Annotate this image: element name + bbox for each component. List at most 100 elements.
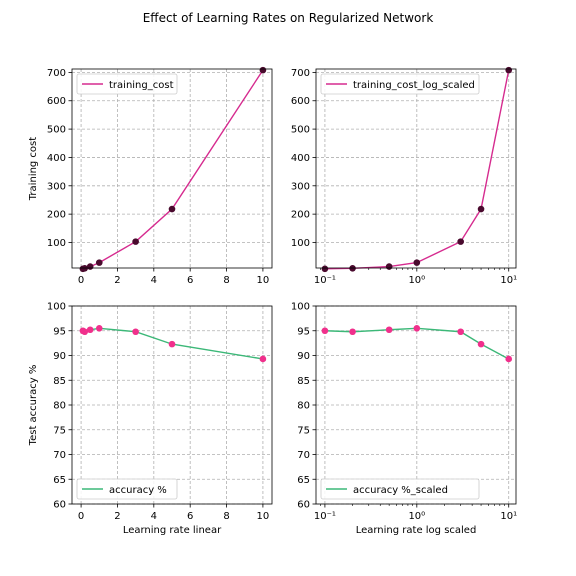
legend-box: [320, 478, 480, 500]
legend: accuracy %_scaled: [320, 478, 480, 500]
data-point: [477, 205, 485, 213]
y-tick-label: 85: [53, 376, 66, 387]
y-tick-label: 65: [297, 475, 310, 486]
x-tick-label: 6: [187, 275, 193, 286]
y-tick-label: 500: [47, 125, 66, 136]
x-tick-label: 0: [78, 275, 84, 286]
data-point: [385, 263, 393, 270]
legend: accuracy %: [76, 478, 178, 500]
x-tick-label: 4: [151, 275, 157, 286]
x-tick-label: 10¹: [500, 511, 517, 522]
x-tick-label: 2: [114, 275, 120, 286]
legend-box: [76, 73, 178, 95]
data-point: [132, 328, 139, 336]
y-tick-label: 100: [47, 302, 66, 313]
x-tick-label: 0: [78, 511, 84, 522]
data-point: [385, 326, 393, 334]
data-point: [457, 238, 464, 245]
x-tick-label: 10: [257, 275, 270, 286]
data-point: [168, 205, 176, 213]
data-point: [505, 66, 513, 74]
y-tick-label: 85: [297, 376, 310, 387]
y-tick-label: 700: [291, 68, 310, 79]
legend-box: [76, 478, 178, 500]
data-point: [259, 355, 267, 363]
y-tick-label: 60: [297, 500, 310, 511]
y-tick-label: 600: [291, 96, 310, 107]
y-tick-label: 90: [53, 351, 66, 362]
legend: training_cost_log_scaled: [320, 73, 480, 95]
chart-panel-cost-log: 10⁻¹ 10⁰ 10¹ 100 200 300 400 500 600 700 training_…: [291, 66, 517, 286]
y-tick-label: 700: [47, 68, 66, 79]
y-tick-label: 60: [53, 500, 66, 511]
y-tick-label: 600: [47, 96, 66, 107]
legend-label: accuracy %_scaled: [353, 485, 448, 496]
data-point: [349, 328, 356, 336]
data-point: [95, 259, 103, 266]
y-axis-label: Training cost: [28, 137, 39, 201]
data-point: [413, 259, 421, 266]
chart-panel-cost-linear: 0 2 4 6 8 10 100 200 300 400 500 600 700 training_cos…: [28, 66, 273, 286]
axes-frame: [315, 305, 517, 505]
y-tick-label: 500: [291, 125, 310, 136]
y-tick-label: 100: [291, 238, 310, 249]
x-tick-label: 10¹: [500, 275, 517, 286]
x-axis-label: Learning rate linear: [123, 525, 222, 536]
data-point: [86, 263, 94, 270]
data-point: [168, 340, 176, 348]
data-point: [95, 324, 103, 332]
x-tick-label: 2: [114, 511, 120, 522]
data-point: [86, 326, 94, 334]
y-tick-label: 80: [297, 401, 310, 412]
y-tick-label: 95: [297, 326, 310, 337]
axes-frame: [71, 68, 273, 269]
y-axis-label: Test accuracy %: [28, 365, 39, 447]
data-point: [132, 238, 139, 245]
y-tick-label: 100: [47, 238, 66, 249]
y-tick-label: 200: [291, 210, 310, 221]
y-tick-label: 90: [297, 351, 310, 362]
legend-label: training_cost_log_scaled: [353, 80, 475, 91]
x-tick-label: 6: [187, 511, 193, 522]
data-point: [81, 328, 89, 336]
figure-title: Effect of Learning Rates on Regularized …: [143, 11, 434, 25]
y-tick-label: 70: [53, 450, 66, 461]
y-tick-label: 65: [53, 475, 66, 486]
chart-panel-accuracy-log: 10⁻¹ 10⁰ 10¹ 60 65 70 75 80 85 90 95 100 accuracy %_…: [291, 302, 517, 537]
y-tick-label: 400: [47, 153, 66, 164]
legend-label: training_cost: [109, 80, 174, 91]
data-point: [477, 340, 485, 348]
legend: training_cost: [76, 73, 178, 95]
data-point: [321, 265, 329, 273]
y-tick-label: 300: [291, 181, 310, 192]
x-tick-label: 4: [151, 511, 157, 522]
x-axis-label: Learning rate log scaled: [356, 525, 477, 536]
x-tick-label: 8: [223, 511, 229, 522]
data-point: [413, 324, 421, 332]
data-point: [259, 66, 267, 74]
x-tick-label: 10⁻¹: [314, 511, 336, 522]
series-line: [82, 69, 264, 270]
y-tick-label: 100: [291, 302, 310, 313]
x-tick-label: 10⁰: [408, 275, 425, 286]
axes-frame: [315, 68, 517, 269]
x-tick-label: 8: [223, 275, 229, 286]
legend-label: accuracy %: [109, 485, 167, 496]
y-tick-label: 80: [53, 401, 66, 412]
legend-box: [320, 73, 480, 95]
x-tick-label: 10: [257, 511, 270, 522]
x-tick-label: 10⁰: [408, 511, 425, 522]
y-tick-label: 200: [47, 210, 66, 221]
y-tick-label: 400: [291, 153, 310, 164]
y-tick-label: 300: [47, 181, 66, 192]
chart-panel-accuracy-linear: 0 2 4 6 8 10 60 65 70 75 80 85 90 95 100 accuracy % Lear…: [28, 302, 273, 536]
y-tick-label: 70: [297, 450, 310, 461]
y-tick-label: 75: [53, 425, 66, 436]
x-tick-label: 10⁻¹: [314, 275, 336, 286]
data-point: [457, 328, 464, 336]
y-tick-label: 95: [53, 326, 66, 337]
data-point: [505, 355, 513, 363]
data-point: [321, 327, 329, 335]
axes-frame: [71, 305, 273, 505]
